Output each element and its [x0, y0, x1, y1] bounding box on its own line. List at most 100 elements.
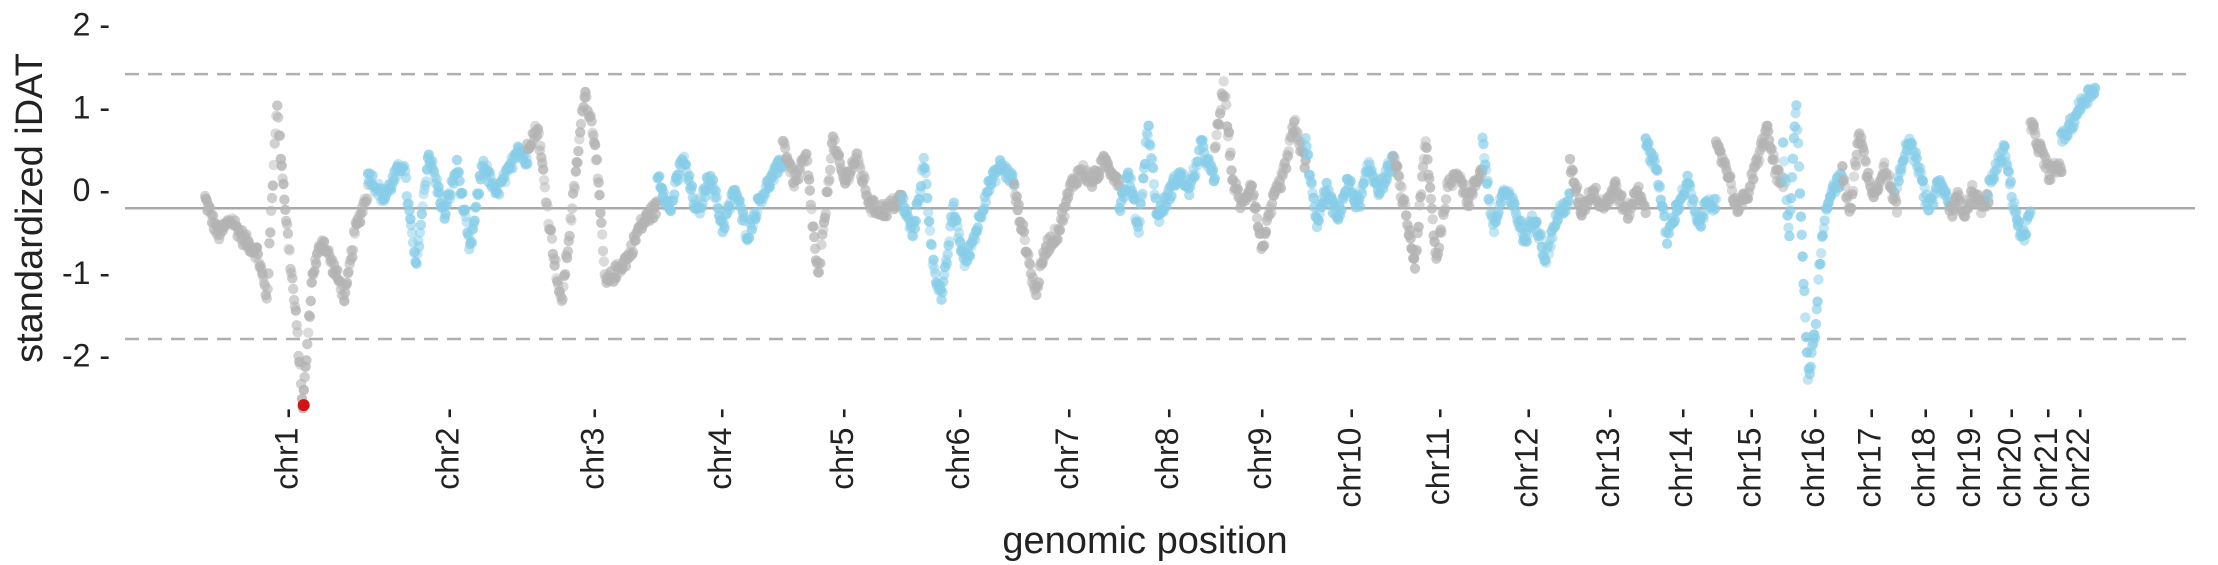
data-point: [1754, 155, 1765, 166]
data-point: [1817, 230, 1829, 241]
data-point: [1142, 130, 1153, 141]
data-point: [1710, 194, 1722, 205]
data-point: [2056, 166, 2067, 178]
data-point: [1547, 232, 1558, 244]
data-point: [1766, 143, 1777, 155]
x-tick-label: chr19 -: [1951, 408, 1987, 508]
data-point: [1967, 179, 1978, 191]
y-tick-label: -2 -: [62, 338, 110, 374]
data-point: [415, 219, 427, 231]
x-tick-label: chr2 -: [430, 408, 466, 490]
data-point: [535, 140, 546, 152]
data-point: [265, 205, 277, 216]
data-point: [1616, 189, 1627, 201]
data-point: [1283, 146, 1295, 157]
data-point: [944, 236, 955, 247]
data-point: [533, 127, 544, 139]
data-point: [281, 219, 293, 230]
data-point: [1478, 138, 1489, 150]
data-point: [825, 164, 836, 176]
data-point: [1483, 193, 1494, 205]
data-point: [573, 146, 584, 157]
data-point: [1266, 207, 1277, 219]
data-point: [400, 172, 412, 183]
data-point: [1214, 108, 1226, 119]
data-point: [1345, 175, 1356, 187]
data-point: [921, 179, 932, 190]
data-point: [1436, 227, 1447, 238]
data-point: [1893, 175, 1905, 187]
data-point: [1545, 241, 1556, 252]
data-point: [1531, 216, 1542, 227]
data-point: [802, 155, 813, 166]
data-point: [1484, 196, 1495, 207]
data-point: [367, 170, 378, 181]
data-point: [1260, 226, 1272, 237]
data-point: [650, 208, 661, 220]
data-point: [541, 197, 552, 209]
data-point: [1424, 182, 1436, 193]
data-point: [686, 180, 698, 192]
data-point: [1189, 172, 1200, 183]
data-point: [1225, 147, 1236, 158]
data-point: [898, 193, 909, 204]
data-point: [1812, 296, 1823, 307]
data-point: [1459, 179, 1471, 190]
data-point: [1137, 188, 1148, 199]
data-point: [815, 258, 826, 269]
data-point: [1896, 163, 1907, 175]
data-point: [1223, 127, 1235, 138]
data-point: [1567, 165, 1578, 176]
highlight: [297, 399, 310, 412]
data-point: [339, 295, 350, 307]
data-point: [1303, 149, 1314, 160]
data-point: [1848, 171, 1860, 182]
data-point: [566, 215, 577, 226]
data-point: [1394, 180, 1406, 191]
data-point: [1813, 274, 1824, 285]
data-point: [560, 269, 571, 280]
data-point: [711, 192, 722, 203]
data-point: [273, 112, 284, 123]
data-point: [406, 220, 417, 231]
data-point: [1983, 191, 1994, 203]
data-point: [724, 204, 735, 215]
data-point: [282, 228, 294, 239]
data-point: [1392, 161, 1403, 172]
data-point: [939, 269, 950, 280]
data-point: [928, 254, 939, 265]
data-point: [1019, 234, 1030, 246]
data-point: [1411, 244, 1423, 256]
data-point: [1134, 216, 1145, 227]
data-point: [1426, 203, 1438, 214]
data-point: [1480, 164, 1492, 175]
data-point: [964, 250, 976, 262]
data-point: [2030, 129, 2041, 140]
data-point: [1207, 164, 1219, 176]
data-point: [262, 283, 273, 295]
data-point: [284, 245, 295, 256]
data-point: [473, 188, 485, 199]
data-point: [1858, 146, 1870, 157]
data-point: [596, 217, 607, 228]
data-point: [1793, 161, 1805, 172]
data-point: [1399, 194, 1410, 205]
data-point: [595, 207, 606, 219]
data-point: [445, 189, 456, 201]
x-tick-label: chr1 -: [269, 408, 305, 490]
data-point: [341, 277, 353, 289]
data-point: [1698, 213, 1709, 224]
data-point: [1482, 176, 1494, 187]
data-point: [1661, 238, 1673, 249]
data-point: [1797, 251, 1808, 262]
data-point: [1404, 225, 1415, 236]
x-tick-label: chr8 -: [1149, 408, 1185, 490]
data-point: [881, 211, 892, 222]
data-point: [567, 203, 578, 214]
data-point: [1427, 214, 1439, 225]
data-point: [1226, 165, 1237, 176]
data-point: [466, 237, 478, 249]
x-tick-label: chr4 -: [702, 408, 738, 490]
data-point: [1818, 223, 1830, 234]
data-point: [355, 217, 366, 228]
